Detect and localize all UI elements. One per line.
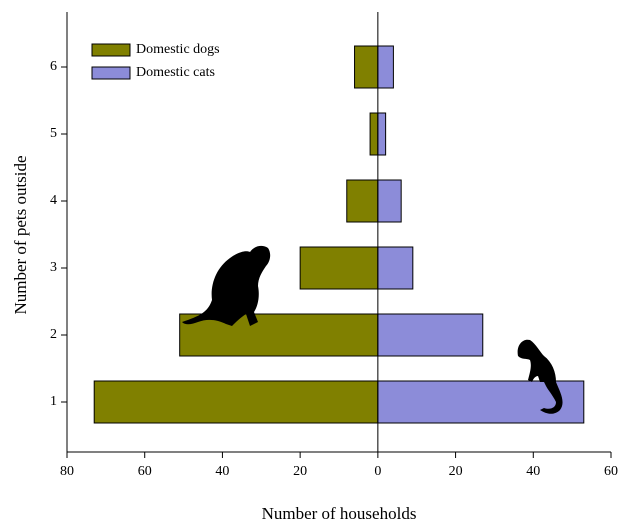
legend-swatch xyxy=(91,43,131,57)
x-tick-label: 60 xyxy=(604,464,618,479)
y-tick-label: 2 xyxy=(50,327,57,342)
x-tick-label: 0 xyxy=(374,464,381,479)
legend-label: Domestic dogs xyxy=(136,42,220,57)
cat-silhouette xyxy=(517,339,563,414)
x-tick-label: 40 xyxy=(526,464,540,479)
bar xyxy=(369,112,379,156)
legend-swatch xyxy=(91,66,131,80)
bar xyxy=(299,246,379,290)
bar xyxy=(377,112,387,156)
y-tick-label: 1 xyxy=(50,394,57,409)
x-tick-label: 20 xyxy=(293,464,307,479)
y-tick-label: 6 xyxy=(50,59,57,74)
bar xyxy=(377,45,394,89)
x-tick-label: 20 xyxy=(449,464,463,479)
y-tick-label: 4 xyxy=(50,193,57,208)
x-axis-label: Number of households xyxy=(262,504,417,523)
bar xyxy=(354,45,379,89)
legend-label: Domestic cats xyxy=(136,65,215,80)
bars xyxy=(93,45,585,424)
bar xyxy=(377,179,402,223)
y-tick-label: 3 xyxy=(50,260,57,275)
x-tick-label: 80 xyxy=(60,464,74,479)
y-axis-label: Number of pets outside xyxy=(11,155,30,314)
bar xyxy=(346,179,379,223)
dog-silhouette xyxy=(182,245,271,326)
bar xyxy=(377,313,484,357)
bar xyxy=(179,313,379,357)
y-tick-label: 5 xyxy=(50,126,57,141)
bar xyxy=(377,246,414,290)
bar xyxy=(93,380,379,424)
x-tick-label: 40 xyxy=(215,464,229,479)
x-tick-label: 60 xyxy=(138,464,152,479)
